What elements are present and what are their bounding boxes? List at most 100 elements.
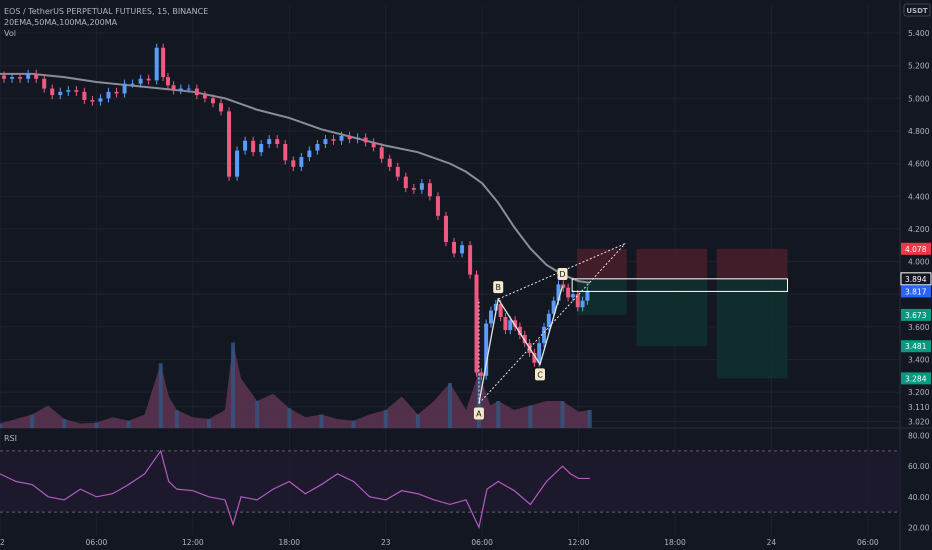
pattern-point-label: D <box>559 270 565 279</box>
candle-body <box>243 140 248 151</box>
symbol-title[interactable]: EOS / TetherUS PERPETUAL FUTURES, 15, BI… <box>4 7 209 16</box>
candle-body <box>403 176 408 189</box>
candle-body <box>186 88 191 90</box>
candle-body <box>503 317 508 331</box>
candle-body <box>146 78 151 81</box>
candle-body <box>566 287 571 298</box>
candle-body <box>323 139 328 145</box>
rsi-legend[interactable]: RSI <box>4 434 17 443</box>
volume-legend[interactable]: Vol <box>4 29 16 38</box>
price-label-badge <box>901 285 931 298</box>
ma-line <box>0 72 590 284</box>
candle-body <box>90 99 95 102</box>
candle-body <box>522 334 527 344</box>
zone-stop-4 <box>716 248 788 279</box>
price-tick-label: 4.600 <box>908 160 930 169</box>
candle-body <box>18 77 23 79</box>
price-label-badge <box>901 308 931 321</box>
candle-body <box>58 91 63 96</box>
price-tick-label: 5.200 <box>908 62 930 71</box>
price-label-text: 3.284 <box>905 374 927 383</box>
time-tick-label: 23 <box>381 538 391 547</box>
rsi-tick-label: 20.00 <box>908 523 930 532</box>
candle-body <box>532 352 537 363</box>
candle-body <box>580 300 585 308</box>
candle-body <box>161 47 166 78</box>
candle-body <box>585 290 590 301</box>
candle-body <box>218 103 223 112</box>
candle-body <box>488 310 493 324</box>
rsi-tick-label: 60.00 <box>908 462 930 471</box>
candle-body <box>227 111 232 177</box>
candle-body <box>355 137 360 140</box>
candle-body <box>194 88 199 96</box>
price-label-text: 3.894 <box>905 275 927 284</box>
price-label-badge <box>901 242 931 255</box>
candle-body <box>411 188 416 190</box>
price-label-badge <box>901 340 931 353</box>
candle-body <box>106 91 111 99</box>
candle-body <box>575 294 580 308</box>
price-tick-label: 4.400 <box>908 192 930 201</box>
time-tick-label: 06:00 <box>86 538 108 547</box>
indicators-legend[interactable]: 20EMA,50MA,100MA,200MA <box>4 18 118 27</box>
candle-body <box>82 91 87 100</box>
time-tick-label: 22 <box>0 538 5 547</box>
volume-bar <box>587 410 592 428</box>
candle-body <box>10 77 15 79</box>
candle-body <box>267 139 272 145</box>
price-tick-label: 4.200 <box>908 225 930 234</box>
candle-body <box>235 150 240 177</box>
volume-area <box>0 342 590 428</box>
candle-body <box>34 73 39 79</box>
candle-body <box>484 323 489 376</box>
zone-stop-2 <box>636 248 708 279</box>
candle-body <box>479 372 484 376</box>
rsi-tick-label: 40.00 <box>908 493 930 502</box>
pattern-point-label: A <box>476 410 482 419</box>
pattern-point-badge <box>557 268 568 281</box>
price-label-text: 3.481 <box>905 342 927 351</box>
candle-body <box>517 326 522 335</box>
volume-bar <box>415 414 420 428</box>
candle-body <box>468 245 473 275</box>
pattern-point-badge <box>473 407 484 420</box>
pattern-point-label: B <box>495 283 501 292</box>
candle-body <box>452 241 457 254</box>
candle-body <box>347 135 352 140</box>
candle-body <box>98 98 103 102</box>
volume-bar <box>30 414 35 428</box>
candle-body <box>542 326 547 344</box>
candle-body <box>498 303 503 318</box>
candle-body <box>363 137 368 143</box>
candle-body <box>114 91 119 94</box>
price-tick-label: 3.400 <box>908 355 930 364</box>
candle-body <box>66 90 71 92</box>
price-label-badge <box>900 272 932 286</box>
time-tick-label: 12:00 <box>568 538 590 547</box>
volume-bar <box>158 363 163 428</box>
candle-body <box>251 140 256 153</box>
price-tick-label: 5.400 <box>908 29 930 38</box>
candle-body <box>419 183 424 190</box>
volume-bar <box>319 414 324 428</box>
candle-body <box>178 88 183 91</box>
candle-body <box>443 215 448 242</box>
price-tick-label: 3.200 <box>908 388 930 397</box>
volume-bar <box>231 342 236 428</box>
time-tick-label: 06:00 <box>857 538 879 547</box>
candle-body <box>387 158 392 167</box>
volume-bar <box>94 422 99 428</box>
volume-bar <box>560 401 565 428</box>
candle-body <box>165 77 170 86</box>
zone-target-1 <box>576 278 627 315</box>
rsi-band-fill <box>0 450 900 513</box>
candle-body <box>291 160 296 167</box>
pattern-lower-trendline <box>478 243 626 404</box>
currency-badge-box <box>903 3 931 17</box>
price-label-badge <box>901 372 931 385</box>
candle-body <box>546 313 551 327</box>
price-tick-label: 5.000 <box>908 94 930 103</box>
